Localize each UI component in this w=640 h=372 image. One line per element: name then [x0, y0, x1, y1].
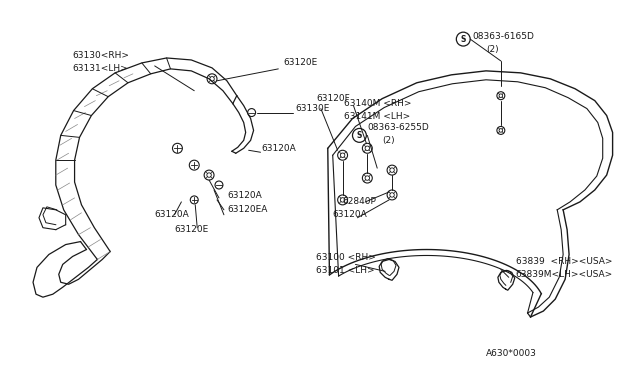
Text: 63120A: 63120A	[262, 144, 296, 153]
Text: 63120E: 63120E	[284, 58, 317, 67]
Text: 63120A: 63120A	[227, 192, 262, 201]
Text: 08363-6165D: 08363-6165D	[472, 32, 534, 41]
Text: 63120A: 63120A	[333, 210, 367, 219]
Text: S: S	[356, 131, 362, 140]
Text: 63120F: 63120F	[316, 94, 349, 103]
Text: 63130<RH>: 63130<RH>	[72, 51, 129, 61]
Text: (2): (2)	[486, 45, 499, 54]
Text: 62840P: 62840P	[342, 198, 376, 206]
Text: 63130E: 63130E	[295, 104, 330, 113]
Text: 63101 <LH>: 63101 <LH>	[316, 266, 374, 275]
Text: 63120E: 63120E	[175, 225, 209, 234]
Text: 63839M<LH><USA>: 63839M<LH><USA>	[516, 270, 613, 279]
Text: A630*0003: A630*0003	[486, 349, 537, 358]
Text: 63120EA: 63120EA	[227, 205, 268, 214]
Text: 63100 <RH>: 63100 <RH>	[316, 253, 376, 262]
Text: (2): (2)	[382, 136, 395, 145]
Text: 63140M <RH>: 63140M <RH>	[344, 99, 411, 108]
Text: 63120A: 63120A	[155, 210, 189, 219]
Text: 63131<LH>: 63131<LH>	[72, 64, 129, 73]
Text: 08363-6255D: 08363-6255D	[367, 123, 429, 132]
Text: 63839  <RH><USA>: 63839 <RH><USA>	[516, 257, 612, 266]
Text: S: S	[461, 35, 466, 44]
Text: 63141M <LH>: 63141M <LH>	[344, 112, 410, 121]
